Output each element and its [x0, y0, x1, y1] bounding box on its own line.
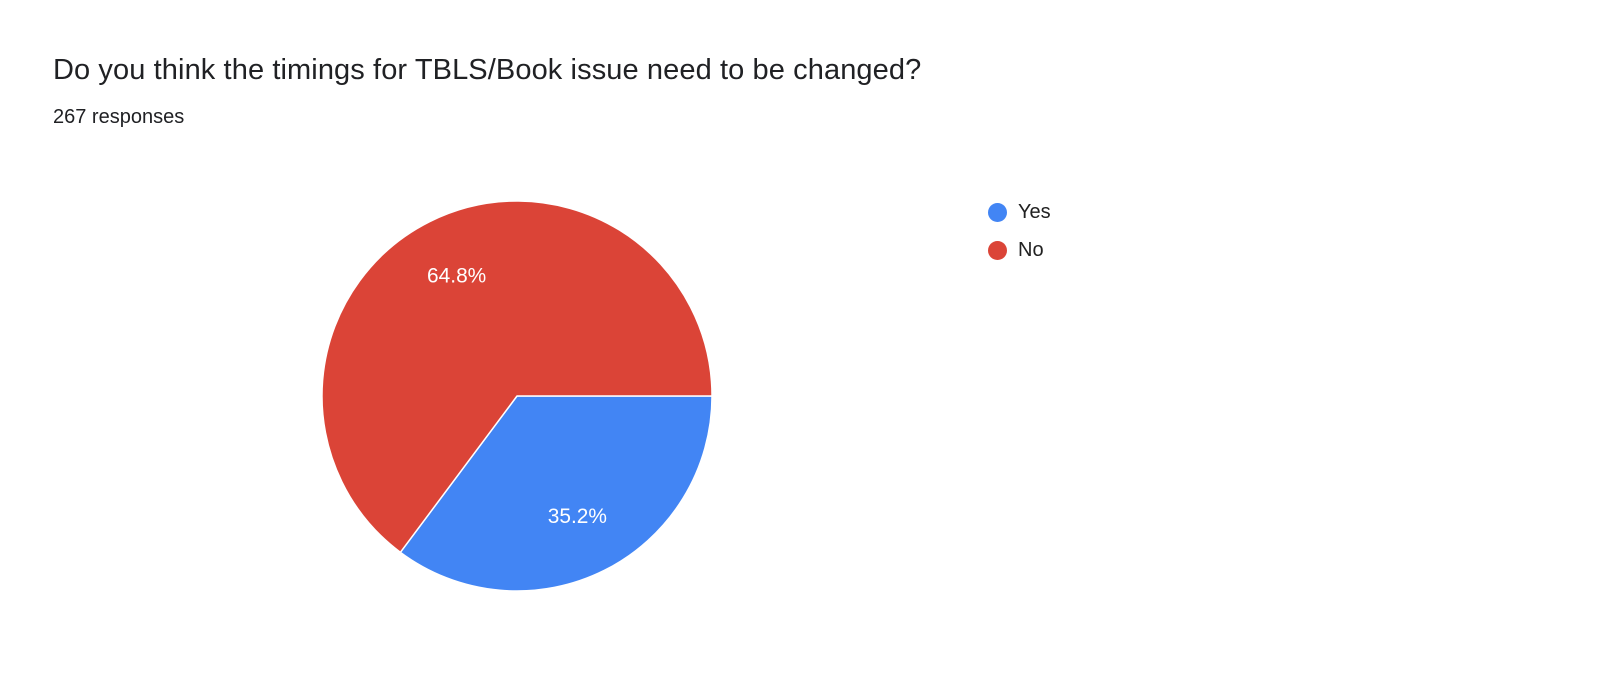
question-title: Do you think the timings for TBLS/Book i… [53, 54, 922, 86]
legend-label-yes: Yes [1018, 201, 1051, 223]
legend-label-no: No [1018, 239, 1044, 261]
pie-slice-yes[interactable] [399, 395, 713, 592]
responses-count: 267 responses [53, 106, 185, 128]
legend-swatch-no-icon [988, 241, 1007, 260]
legend-item-yes: Yes [988, 201, 1051, 224]
legend-swatch-yes-icon [988, 203, 1007, 222]
pie-chart: 35.2% 64.8% [318, 197, 716, 595]
pie-slice-no[interactable] [321, 200, 713, 554]
pie-chart-svg: 35.2% 64.8% [321, 200, 713, 592]
pie-slice-label-yes: 35.2% [548, 505, 607, 528]
chart-legend: Yes No [988, 201, 1051, 262]
legend-item-no: No [988, 239, 1051, 262]
pie-slice-label-no: 64.8% [427, 265, 486, 288]
